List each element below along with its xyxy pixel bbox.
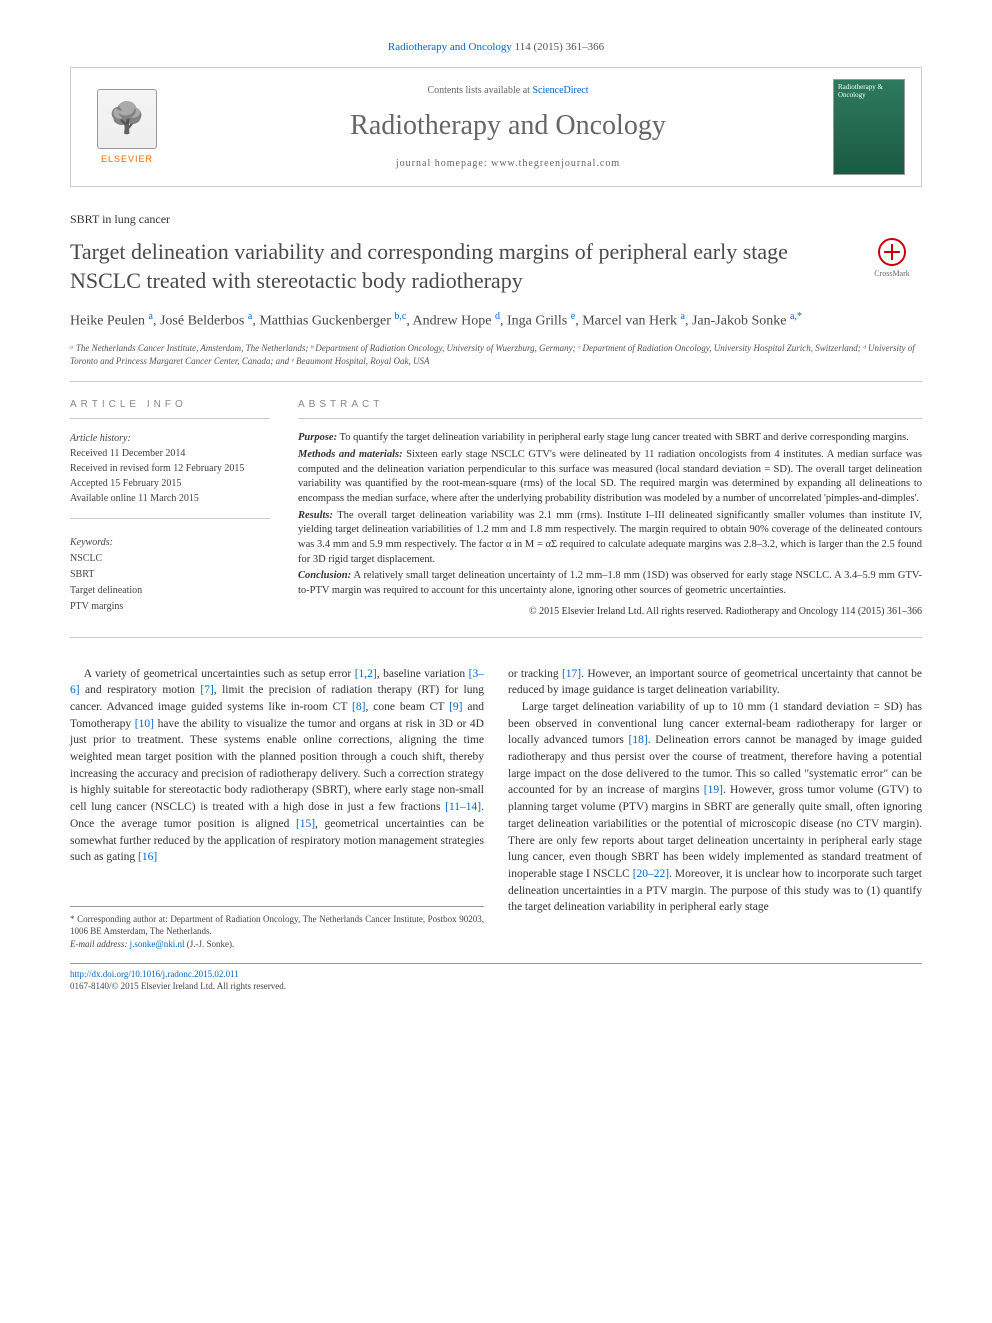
issn-copyright: 0167-8140/© 2015 Elsevier Ireland Ltd. A… xyxy=(70,981,286,991)
contents-prefix: Contents lists available at xyxy=(427,85,532,96)
corr-text: Corresponding author at: Department of R… xyxy=(70,914,484,937)
corresponding-email-link[interactable]: j.sonke@nki.nl xyxy=(130,939,185,949)
ref-link[interactable]: [17] xyxy=(562,668,581,680)
results-text: The overall target delineation variabili… xyxy=(298,510,922,565)
keyword: SBRT xyxy=(70,567,270,583)
email-label: E-mail address: xyxy=(70,939,130,949)
homepage-label: journal homepage: xyxy=(396,158,491,169)
history-line: Accepted 15 February 2015 xyxy=(70,476,270,491)
ref-link[interactable]: [20–22] xyxy=(633,868,669,880)
affiliations: ᵃ The Netherlands Cancer Institute, Amst… xyxy=(70,342,922,382)
ref-link[interactable]: [8] xyxy=(352,701,365,713)
elsevier-text: ELSEVIER xyxy=(101,153,153,166)
ref-link[interactable]: [19] xyxy=(704,784,723,796)
results-label: Results: xyxy=(298,510,333,521)
abstract-column: ABSTRACT Purpose: To quantify the target… xyxy=(298,398,922,619)
purpose-label: Purpose: xyxy=(298,432,337,443)
body-text: have the ability to visualize the tumor … xyxy=(70,718,484,813)
abstract-header: ABSTRACT xyxy=(298,398,922,419)
elsevier-tree-icon xyxy=(97,89,157,149)
citation-journal-link[interactable]: Radiotherapy and Oncology xyxy=(388,41,512,53)
column-left: A variety of geometrical uncertainties s… xyxy=(70,666,484,951)
cover-title: Radiotherapy & Oncology xyxy=(838,84,904,99)
ref-link[interactable]: [11–14] xyxy=(445,801,481,813)
citation-text: 114 (2015) 361–366 xyxy=(512,41,604,53)
body-text: A variety of geometrical uncertainties s… xyxy=(84,668,355,680)
banner-center: Contents lists available at ScienceDirec… xyxy=(183,84,833,171)
ref-link[interactable]: [9] xyxy=(449,701,462,713)
homepage-url[interactable]: www.thegreenjournal.com xyxy=(491,158,620,169)
methods-label: Methods and materials: xyxy=(298,449,403,460)
keywords-label: Keywords: xyxy=(70,535,270,551)
ref-link[interactable]: [10] xyxy=(135,718,154,730)
ref-link[interactable]: [18] xyxy=(629,734,648,746)
history-line: Available online 11 March 2015 xyxy=(70,491,270,506)
conclusion-label: Conclusion: xyxy=(298,570,351,581)
ref-link[interactable]: [1,2] xyxy=(355,668,377,680)
article-info-column: ARTICLE INFO Article history: Received 1… xyxy=(70,398,270,619)
conclusion-text: A relatively small target delineation un… xyxy=(298,570,922,596)
body-text: , baseline variation xyxy=(377,668,469,680)
article-type: SBRT in lung cancer xyxy=(70,211,922,228)
ref-link[interactable]: [15] xyxy=(296,818,315,830)
body-text: and respiratory motion xyxy=(80,684,201,696)
journal-name: Radiotherapy and Oncology xyxy=(183,106,833,145)
email-suffix: (J.-J. Sonke). xyxy=(184,939,234,949)
body-text: , cone beam CT xyxy=(365,701,449,713)
crossmark-icon xyxy=(878,238,906,266)
body-text: A variety of geometrical uncertainties s… xyxy=(70,666,922,951)
elsevier-logo[interactable]: ELSEVIER xyxy=(87,82,167,172)
journal-banner: ELSEVIER Contents lists available at Sci… xyxy=(70,67,922,187)
keywords-block: Keywords: NSCLC SBRT Target delineation … xyxy=(70,535,270,615)
purpose-text: To quantify the target delineation varia… xyxy=(337,432,909,443)
crossmark-label: CrossMark xyxy=(862,268,922,279)
history-line: Received 11 December 2014 xyxy=(70,446,270,461)
article-info-header: ARTICLE INFO xyxy=(70,398,270,419)
corresponding-marker[interactable]: * xyxy=(797,311,802,322)
body-text: . However, gross tumor volume (GTV) to p… xyxy=(508,784,922,879)
crossmark-badge[interactable]: CrossMark xyxy=(862,238,922,279)
article-title: Target delineation variability and corre… xyxy=(70,238,842,295)
history-label: Article history: xyxy=(70,431,270,446)
citation-header: Radiotherapy and Oncology 114 (2015) 361… xyxy=(70,40,922,55)
doi-link[interactable]: http://dx.doi.org/10.1016/j.radonc.2015.… xyxy=(70,969,239,979)
body-text: or tracking xyxy=(508,668,562,680)
contents-available: Contents lists available at ScienceDirec… xyxy=(183,84,833,98)
ref-link[interactable]: [16] xyxy=(138,851,157,863)
abstract-copyright: © 2015 Elsevier Ireland Ltd. All rights … xyxy=(298,605,922,619)
journal-homepage: journal homepage: www.thegreenjournal.co… xyxy=(183,157,833,171)
ref-link[interactable]: [7] xyxy=(200,684,213,696)
sciencedirect-link[interactable]: ScienceDirect xyxy=(532,85,588,96)
keyword: NSCLC xyxy=(70,551,270,567)
abstract-text: Purpose: To quantify the target delineat… xyxy=(298,431,922,619)
article-history: Article history: Received 11 December 20… xyxy=(70,431,270,519)
keyword: Target delineation xyxy=(70,583,270,599)
authors-list: Heike Peulen a, José Belderbos a, Matthi… xyxy=(70,309,922,332)
journal-cover-thumbnail[interactable]: Radiotherapy & Oncology xyxy=(833,79,905,175)
history-line: Received in revised form 12 February 201… xyxy=(70,461,270,476)
column-right: or tracking [17]. However, an important … xyxy=(508,666,922,951)
footer-doi: http://dx.doi.org/10.1016/j.radonc.2015.… xyxy=(70,963,922,993)
keyword: PTV margins xyxy=(70,599,270,615)
corresponding-author-footnote: * Corresponding author at: Department of… xyxy=(70,906,484,951)
